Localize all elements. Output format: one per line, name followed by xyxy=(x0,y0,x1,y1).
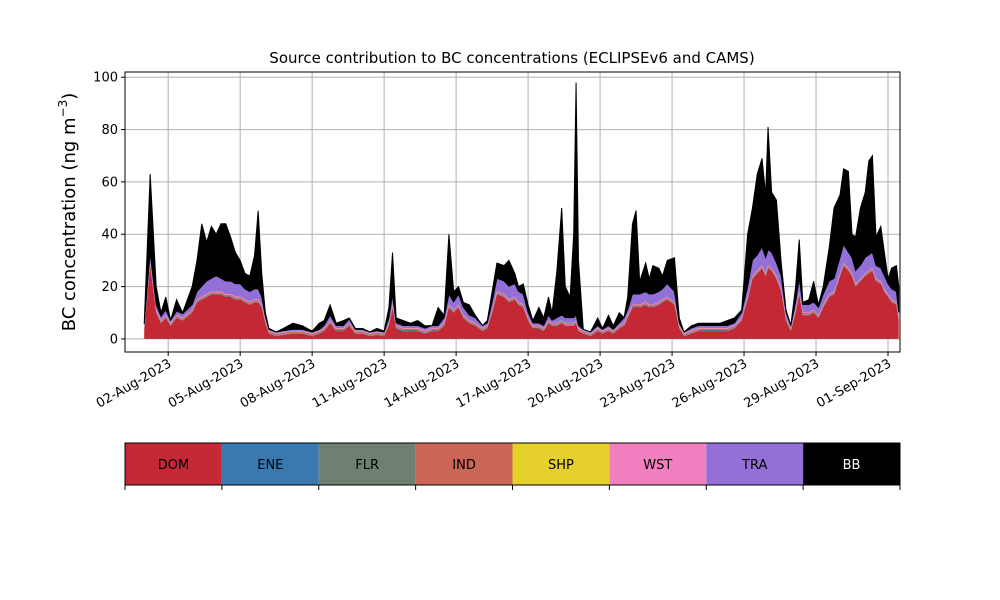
x-tick-label: 20-Aug-2023 xyxy=(526,356,606,411)
area-series-dom xyxy=(144,265,899,339)
y-tick-label: 80 xyxy=(101,123,118,138)
legend-label-shp: SHP xyxy=(548,458,574,473)
chart-title: Source contribution to BC concentrations… xyxy=(269,49,754,67)
area-series-tra xyxy=(144,244,899,334)
x-tick-label: 26-Aug-2023 xyxy=(670,356,750,411)
legend-swatch-ind xyxy=(415,443,513,485)
y-tick-label: 100 xyxy=(93,71,118,86)
y-tick-label: 20 xyxy=(101,280,118,295)
legend-swatch-flr xyxy=(318,443,416,485)
stacked-areas xyxy=(143,82,900,339)
x-tick-label: 17-Aug-2023 xyxy=(454,356,534,411)
y-tick-label: 40 xyxy=(101,228,118,243)
x-tick-label: 14-Aug-2023 xyxy=(382,356,462,411)
y-axis-label-superscript: −3 xyxy=(56,100,70,118)
legend-label-bb: BB xyxy=(843,458,861,473)
x-tick-label: 08-Aug-2023 xyxy=(238,356,318,411)
x-tick-label: 02-Aug-2023 xyxy=(94,356,174,411)
x-tick-label: 29-Aug-2023 xyxy=(742,356,822,411)
legend-swatch-bb xyxy=(803,443,900,485)
x-tick-label: 23-Aug-2023 xyxy=(598,356,678,411)
y-axis-label-text: BC concentration (ng m xyxy=(59,117,80,331)
area-series-bb xyxy=(143,82,900,333)
legend-swatch-wst xyxy=(609,443,707,485)
y-tick-label: 0 xyxy=(110,332,118,347)
x-tick-label: 05-Aug-2023 xyxy=(166,356,246,411)
legend-label-tra: TRA xyxy=(741,458,767,473)
legend-swatch-dom xyxy=(125,443,222,485)
y-tick-label: 60 xyxy=(101,175,118,190)
legend-colorbar: DOM ENE FLR IND SHP WST TRA BB xyxy=(124,442,901,490)
legend-label-flr: FLR xyxy=(355,458,379,473)
y-axis-label-close: ) xyxy=(59,93,80,100)
plot-frame xyxy=(124,71,901,353)
legend-swatch-ene xyxy=(221,443,319,485)
legend-label-wst: WST xyxy=(643,458,672,473)
legend-swatch-tra xyxy=(706,443,804,485)
x-tick-label: 01-Sep-2023 xyxy=(814,356,894,411)
x-tick-label: 11-Aug-2023 xyxy=(310,356,390,411)
y-axis-ticks: 0 20 40 60 80 100 xyxy=(93,71,125,347)
y-axis-label: BC concentration (ng m−3) xyxy=(56,93,80,332)
legend-label-ene: ENE xyxy=(257,458,283,473)
legend-label-ind: IND xyxy=(452,458,476,473)
legend-label-dom: DOM xyxy=(158,458,189,473)
x-axis-ticks: 02-Aug-202305-Aug-202308-Aug-202311-Aug-… xyxy=(94,352,894,412)
legend-swatch-shp xyxy=(512,443,610,485)
